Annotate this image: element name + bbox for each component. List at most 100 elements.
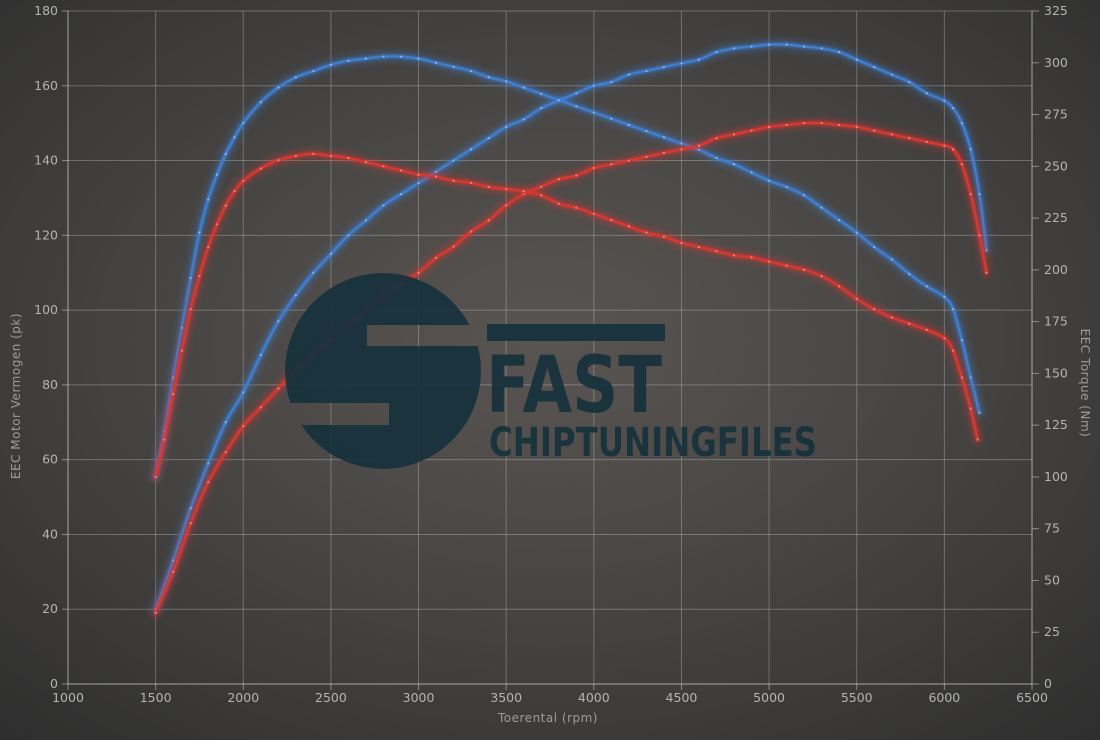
torque-red-point [215,223,219,226]
power-blue-point [960,122,963,125]
power-blue-point [505,125,508,129]
x-tick-label: 4500 [666,690,698,705]
y-left-tick-label: 120 [34,227,58,242]
torque-red-point [575,206,578,209]
power-blue-point [803,45,806,48]
y-right-tick-label: 300 [1044,55,1068,70]
power-blue-point [224,421,227,424]
torque-red-point [645,231,648,234]
power-blue-point [610,80,613,84]
torque-red-point [224,204,227,207]
torque-red-point [715,250,718,253]
y-right-tick-label: 100 [1044,469,1068,484]
torque-red-point [908,322,911,325]
power-blue-point [732,47,736,50]
power-red-point [838,123,841,127]
power-blue-point [697,58,701,61]
power-blue-point [592,84,595,87]
power-red-point [557,178,560,181]
torque-red-point [242,179,245,182]
power-red-point [908,137,911,140]
torque-blue-point [645,130,648,133]
torque-blue-point [925,285,928,288]
torque-red-point [470,181,473,184]
torque-red-point [610,219,613,222]
power-red-point [978,234,981,237]
torque-blue-point [294,76,297,79]
torque-red-point [452,179,455,182]
torque-red-point [627,225,630,228]
torque-red-point [592,212,595,216]
torque-red-point [259,167,262,170]
x-tick-label: 5500 [841,690,873,705]
torque-blue-point [908,272,911,276]
x-tick-label: 3500 [490,690,522,705]
power-red-point [259,406,262,409]
y-left-tick-label: 160 [34,78,58,93]
power-blue-point [820,47,823,50]
x-tick-label: 6000 [928,690,960,705]
torque-blue-point [978,411,981,414]
power-red-point [627,159,630,162]
torque-blue-point [803,194,806,197]
torque-blue-point [943,295,946,298]
torque-red-point [838,285,841,288]
torque-blue-point [767,179,771,182]
torque-red-point [855,297,858,300]
power-blue-point [908,80,911,84]
torque-red-point [163,438,166,441]
power-blue-point [347,234,350,237]
power-red-point [610,163,613,166]
power-red-point [487,219,490,222]
y-left-tick-label: 80 [42,377,58,392]
power-blue-point [312,271,315,274]
x-tick-label: 5000 [753,690,785,705]
power-red-point [820,122,823,125]
x-tick-label: 2500 [315,690,347,705]
torque-red-point [767,260,771,263]
power-red-point [277,387,280,390]
torque-blue-point [259,101,262,104]
power-blue-point [662,65,666,69]
torque-blue-point [347,59,350,62]
torque-blue-point [610,117,613,120]
y-right-tick-label: 75 [1044,521,1060,536]
power-red-point [207,481,210,484]
y-right-tick-label: 25 [1044,624,1060,639]
torque-red-point [364,161,368,164]
x-tick-label: 1000 [52,690,84,705]
torque-blue-point [277,86,280,89]
torque-blue-point [198,231,201,234]
power-red-point [575,174,578,177]
torque-red-point [277,158,280,162]
power-red-point [960,163,963,166]
torque-red-point [557,202,560,205]
torque-red-point [732,254,736,257]
power-red-point [985,271,988,274]
torque-blue-point [873,245,876,249]
y-left-tick-label: 20 [42,601,58,616]
power-blue-point [627,73,630,76]
y-right-tick-label: 225 [1044,210,1068,225]
torque-red-point [434,175,438,178]
torque-blue-point [207,198,210,201]
torque-blue-point [215,173,219,176]
logo-s-mark-icon [285,273,481,469]
power-red-point [785,123,788,127]
torque-red-point [189,308,192,311]
power-blue-point [364,219,368,222]
x-axis-title: Toerental (rpm) [497,711,598,725]
x-tick-label: 4000 [578,690,610,705]
y-right-tick-label: 175 [1044,314,1068,329]
torque-red-point [522,190,525,193]
power-red-point [873,129,876,132]
power-blue-point [952,107,955,110]
power-red-point [767,125,771,129]
power-blue-point [452,159,455,162]
power-red-point [452,245,455,248]
power-blue-point [575,92,578,95]
torque-red-point [680,241,683,245]
x-tick-label: 6500 [1016,690,1048,705]
power-red-point [952,148,955,151]
